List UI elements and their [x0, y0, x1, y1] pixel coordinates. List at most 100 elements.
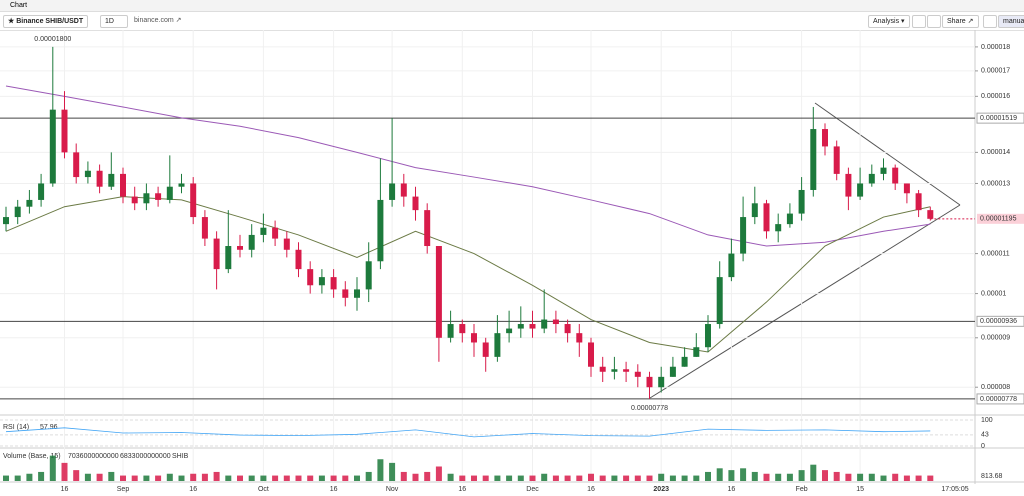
- candle-body: [283, 238, 290, 250]
- candle-body: [307, 269, 314, 286]
- volume-bar: [435, 466, 442, 481]
- volume-bar: [412, 473, 419, 481]
- candle-body: [868, 173, 875, 184]
- price-annotation: 0.00000778: [631, 405, 668, 412]
- volume-bar: [927, 475, 934, 481]
- candle-body: [330, 277, 337, 290]
- volume-bar: [307, 475, 314, 481]
- source[interactable]: binance.com ↗: [134, 17, 182, 24]
- candle-body: [693, 347, 700, 357]
- volume-bar: [903, 475, 910, 481]
- candle-body: [833, 146, 840, 174]
- candle-body: [716, 277, 723, 325]
- volume-bar: [3, 475, 9, 481]
- grid: [0, 30, 975, 482]
- candle-body: [272, 227, 279, 239]
- candle-body: [318, 277, 325, 286]
- candle-body: [822, 129, 828, 147]
- volume-bar: [400, 471, 407, 481]
- current-price-label: 0.00001195: [980, 216, 1017, 223]
- volume-bar: [786, 473, 793, 481]
- candle-body: [108, 173, 115, 187]
- candle-body: [857, 183, 864, 197]
- rsi-value: 57.96: [40, 424, 58, 431]
- y-tick-label: 0.000009: [981, 335, 1010, 342]
- x-tick-label: 16: [458, 486, 466, 493]
- rsi-line: [5, 427, 931, 438]
- volume-bar: [61, 462, 68, 481]
- volume-bar: [365, 471, 372, 481]
- y-tick-label: 0.000011: [981, 250, 1010, 257]
- volume-bar: [588, 473, 594, 481]
- volume-bar: [330, 475, 337, 481]
- mode-text: manual: [1003, 18, 1024, 25]
- volume-bar: [833, 471, 840, 481]
- mode[interactable]: manual: [998, 15, 1024, 28]
- volume-unit: SHIB: [172, 453, 189, 460]
- volume-bar: [740, 468, 747, 481]
- candle-body: [798, 189, 805, 214]
- share[interactable]: Share ↗: [942, 15, 979, 28]
- candle-body: [14, 206, 21, 218]
- volume-bar: [84, 473, 91, 481]
- candle-body: [131, 196, 138, 204]
- moving-average: [5, 196, 931, 353]
- moving-average: [5, 85, 931, 247]
- candle-body: [681, 356, 688, 367]
- candle-body: [377, 199, 384, 262]
- x-tick-label: Oct: [258, 486, 269, 493]
- volume-bar: [38, 471, 45, 481]
- icon-button[interactable]: [927, 15, 941, 28]
- y-tick-label: 0.000014: [981, 149, 1010, 156]
- volume-bar: [354, 475, 360, 481]
- price-line-label: 0.00000778: [980, 396, 1017, 403]
- candle-body: [646, 376, 653, 388]
- volume-bar: [447, 473, 454, 481]
- candle-body: [658, 376, 665, 388]
- symbol[interactable]: ★ Binance SHIB/USDT: [3, 15, 89, 28]
- volume-bar: [14, 475, 21, 481]
- volume-bar: [751, 471, 758, 481]
- candle-body: [669, 366, 676, 377]
- candle-body: [880, 167, 887, 174]
- candle-body: [143, 193, 150, 204]
- candle-body: [459, 324, 466, 334]
- candle-body: [763, 203, 770, 232]
- volume-bar: [517, 475, 524, 481]
- volume-bar: [681, 475, 688, 481]
- volume-bar: [658, 473, 665, 481]
- volume-bar: [915, 475, 922, 481]
- volume-bar: [868, 473, 875, 481]
- icon-button[interactable]: [983, 15, 997, 28]
- rsi-tick-label: 43: [981, 432, 989, 439]
- volume-bar: [599, 475, 606, 481]
- candle-body: [400, 183, 407, 197]
- volume-readout: 6833000000000: [120, 453, 171, 460]
- candle-body: [260, 227, 267, 235]
- volume-bar: [283, 475, 290, 481]
- x-tick-label: 16: [728, 486, 736, 493]
- candle-body: [166, 186, 173, 200]
- candle-body: [73, 152, 80, 178]
- volume-bar: [166, 473, 173, 481]
- candle-body: [845, 173, 852, 197]
- x-tick-label: 2023: [653, 486, 669, 493]
- candle-body: [517, 324, 524, 329]
- volume-bar: [810, 464, 817, 481]
- candle-body: [342, 289, 349, 298]
- analysis[interactable]: Analysis ▾: [868, 15, 910, 28]
- candle-body: [61, 109, 68, 153]
- current-price-tag: [977, 213, 1024, 224]
- icon-button[interactable]: [912, 15, 926, 28]
- interval[interactable]: 1D: [100, 15, 128, 28]
- y-tick-label: 0.000018: [981, 44, 1010, 51]
- y-tick-label: 0.00001: [981, 290, 1006, 297]
- volume-bar: [576, 475, 583, 481]
- candle-body: [552, 319, 559, 325]
- candle-body: [611, 369, 618, 372]
- volume-bar: [389, 462, 396, 481]
- volume-bar: [295, 475, 302, 481]
- volume-title: Volume (Base, 15): [3, 453, 61, 460]
